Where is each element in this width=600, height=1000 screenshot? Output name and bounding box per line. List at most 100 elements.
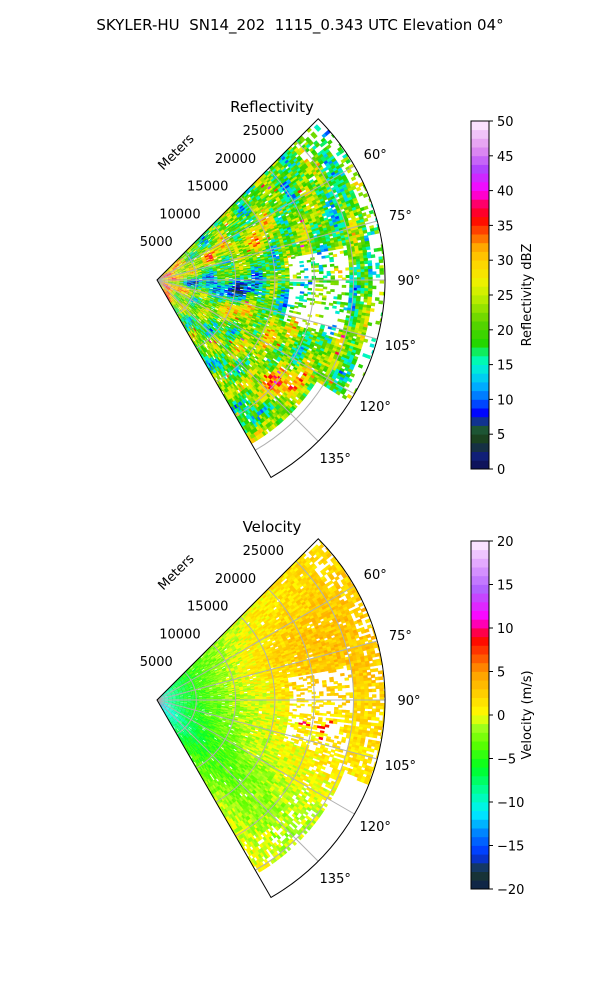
range-gate (185, 267, 190, 270)
range-gate (214, 242, 220, 246)
range-gate (329, 259, 335, 263)
range-gate (288, 283, 294, 286)
range-gate (221, 225, 226, 229)
range-gate (181, 253, 186, 258)
range-gate (197, 249, 202, 253)
range-gate (298, 135, 304, 141)
range-gate (192, 243, 197, 247)
range-gate (282, 216, 288, 221)
range-gate (241, 207, 246, 212)
range-gate (181, 269, 187, 272)
range-gate (171, 273, 176, 275)
range-gate (256, 202, 262, 208)
range-gate (186, 261, 191, 264)
range-gate (184, 258, 189, 262)
range-gate (159, 274, 164, 278)
range-gate (222, 214, 227, 219)
range-gate (169, 268, 174, 272)
range-gate (215, 235, 220, 239)
range-gate (202, 232, 207, 236)
range-gate (351, 185, 357, 191)
range-gate (162, 272, 167, 276)
range-gate (236, 234, 242, 239)
range-gate (326, 291, 331, 295)
range-gate (207, 252, 212, 256)
range-gate (196, 256, 202, 260)
range-gate (229, 229, 234, 233)
range-gate (338, 169, 345, 175)
range-gate (278, 217, 284, 222)
range-gate (262, 204, 268, 209)
range-gate (366, 213, 372, 219)
range-gate (200, 240, 204, 244)
range-gate (217, 239, 222, 243)
range-gate (198, 250, 203, 254)
range-gate (188, 266, 193, 269)
range-gate (246, 238, 252, 242)
range-gate (295, 227, 300, 232)
range-gate (202, 258, 207, 262)
range-gate (230, 224, 235, 228)
range-gate (287, 146, 293, 152)
range-gate (228, 228, 233, 232)
range-gate (231, 207, 237, 213)
range-gate (242, 222, 248, 226)
range-gate (266, 218, 272, 223)
range-gate (229, 246, 235, 250)
range-gate (280, 221, 286, 226)
range-gate (338, 148, 345, 155)
range-gate (276, 222, 282, 227)
range-gate (259, 206, 265, 212)
range-gate (368, 209, 374, 215)
range-gate (251, 231, 257, 235)
range-gate (177, 267, 182, 271)
range-gate (287, 209, 293, 214)
range-gate (303, 158, 309, 164)
range-gate (322, 286, 328, 290)
range-gate (176, 258, 180, 263)
range-gate (188, 265, 193, 268)
range-gate (234, 224, 240, 228)
range-gate (189, 267, 194, 270)
range-gate (313, 124, 320, 130)
range-gate (296, 283, 301, 287)
range-gate (239, 204, 244, 210)
range-gate (222, 249, 227, 252)
range-gate (174, 270, 179, 273)
range-gate (274, 209, 280, 214)
range-gate (206, 236, 211, 241)
range-gate (179, 257, 184, 261)
range-gate (208, 246, 213, 250)
range-gate (223, 250, 228, 254)
range-gate (307, 218, 313, 223)
range-gate (226, 240, 232, 244)
range-gate (239, 241, 245, 245)
range-gate (325, 255, 330, 259)
range-gate (243, 203, 248, 208)
range-gate (280, 231, 286, 235)
range-gate (199, 246, 204, 250)
range-gate (233, 204, 238, 209)
range-gate (178, 270, 183, 273)
range-gate (233, 215, 238, 220)
range-gate (236, 227, 242, 231)
range-gate (185, 258, 190, 262)
range-gate (222, 233, 228, 238)
range-gate (272, 222, 278, 227)
range-gate (244, 206, 250, 211)
range-gate (172, 266, 177, 270)
range-gate (223, 210, 228, 215)
range-gate (306, 216, 312, 221)
range-gate (256, 241, 261, 245)
range-gate (160, 276, 165, 279)
range-gate (197, 258, 203, 262)
range-gate (170, 264, 175, 268)
range-gate (256, 232, 262, 236)
range-gate (232, 235, 238, 239)
range-gate (248, 216, 253, 221)
range-gate (163, 275, 168, 278)
range-gate (286, 216, 292, 221)
range-gate (173, 269, 178, 272)
range-gate (223, 220, 228, 225)
